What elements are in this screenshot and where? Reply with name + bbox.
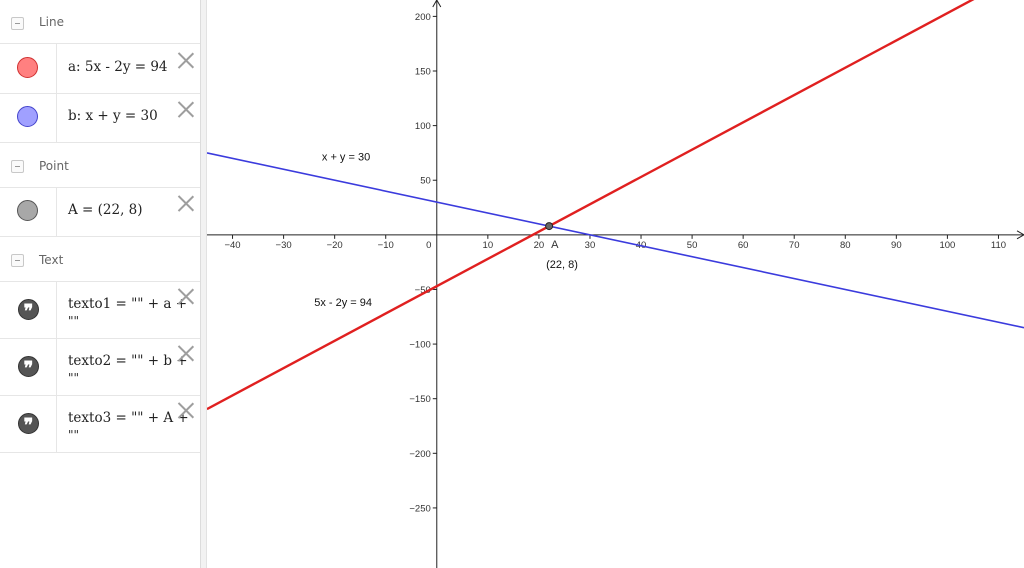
x-tick-label: −30 [276,240,292,251]
y-tick-label: −200 [409,449,430,460]
text-texto1[interactable]: 5x - 2y = 94 [314,297,372,309]
collapse-line-icon[interactable] [11,17,24,30]
x-tick-label: 80 [840,240,851,251]
text-texto2[interactable]: x + y = 30 [322,152,370,164]
line-b[interactable] [207,152,1024,329]
delete-icon[interactable] [177,402,194,419]
group-header-point[interactable]: Point [0,143,200,188]
x-tick-label: 100 [939,240,955,251]
x-tick-label: 50 [687,240,698,251]
algebra-view: Line a: 5x - 2y = 94 b: x + y = 30 Point… [0,0,201,568]
y-tick-label: 50 [420,176,431,187]
delete-icon[interactable] [177,345,194,362]
definition-texto1[interactable]: texto1 = "" + a + [68,296,188,312]
collapse-text-icon[interactable] [11,254,24,267]
x-tick-label: −20 [327,240,343,251]
delete-icon[interactable] [177,52,194,69]
x-tick-label: 30 [585,240,596,251]
graphics-canvas[interactable]: −40−30−20−100102030405060708090100110501… [207,0,1024,568]
marble-cell: ❞ [0,282,57,338]
y-axis-arrow [432,0,442,8]
definition-a[interactable]: a: 5x - 2y = 94 [68,59,168,75]
text-texto3[interactable]: (22, 8) [546,259,578,271]
x-tick-label: −10 [378,240,394,251]
algebra-item-texto3[interactable]: ❞ texto3 = "" + A + "" [0,396,200,453]
quote-icon[interactable]: ❞ [18,299,39,322]
point-A-label: A [551,239,559,251]
graphics-view[interactable]: −40−30−20−100102030405060708090100110501… [207,0,1024,568]
definition-texto1-cont: "" [68,314,80,328]
algebra-item-texto1[interactable]: ❞ texto1 = "" + a + "" [0,282,200,339]
delete-icon[interactable] [177,195,194,212]
group-label-line: Line [39,15,65,29]
y-tick-label: 200 [415,12,431,23]
group-header-line[interactable]: Line [0,0,200,44]
algebra-item-texto2[interactable]: ❞ texto2 = "" + b + "" [0,339,200,396]
y-tick-label: −250 [409,503,430,514]
marble-cell: ❞ [0,339,57,395]
y-tick-label: −50 [415,285,431,296]
x-tick-label: 10 [483,240,494,251]
definition-texto2-cont: "" [68,371,80,385]
x-tick-label: 90 [891,240,902,251]
visibility-toggle-b[interactable] [17,106,38,127]
definition-texto3-cont: "" [68,428,80,442]
definition-texto2[interactable]: texto2 = "" + b + [68,353,188,369]
algebra-item-b[interactable]: b: x + y = 30 [0,94,200,143]
group-label-point: Point [39,159,69,173]
group-header-text[interactable]: Text [0,237,200,282]
y-tick-label: 150 [415,67,431,78]
algebra-item-a[interactable]: a: 5x - 2y = 94 [0,44,200,94]
quote-icon[interactable]: ❞ [18,356,39,379]
x-axis-arrow [1016,230,1024,240]
line-a[interactable] [207,0,1024,411]
quote-icon[interactable]: ❞ [18,413,39,436]
collapse-point-icon[interactable] [11,160,24,173]
marble-cell [0,44,57,93]
delete-icon[interactable] [177,101,194,118]
definition-b[interactable]: b: x + y = 30 [68,108,158,124]
marble-cell [0,188,57,236]
definition-A[interactable]: A = (22, 8) [68,202,143,218]
y-tick-label: −150 [409,394,430,405]
x-tick-label: 20 [534,240,545,251]
point-A[interactable] [545,222,554,231]
marble-cell [0,94,57,142]
visibility-toggle-a[interactable] [17,57,38,78]
y-tick-label: 100 [415,121,431,132]
delete-icon[interactable] [177,288,194,305]
visibility-toggle-A[interactable] [17,200,38,221]
definition-texto3[interactable]: texto3 = "" + A + [68,410,189,426]
group-label-text: Text [39,253,64,267]
y-tick-label: −100 [409,340,430,351]
x-tick-label: 60 [738,240,749,251]
x-tick-label: −40 [224,240,240,251]
algebra-item-A[interactable]: A = (22, 8) [0,188,200,237]
marble-cell: ❞ [0,396,57,452]
x-tick-label: 110 [991,240,1006,251]
x-tick-label: 0 [426,240,431,251]
x-tick-label: 70 [789,240,800,251]
view-splitter[interactable] [201,0,207,568]
